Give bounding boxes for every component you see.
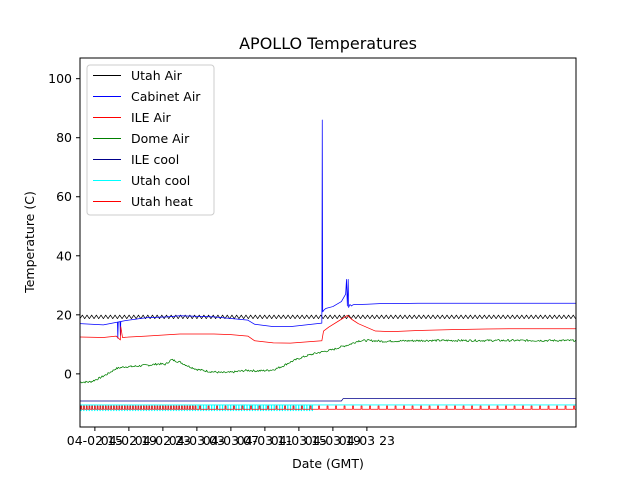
legend: Utah Air Cabinet Air ILE Air Dome Air ILE co… — [86, 64, 215, 216]
legend-label-utah-cool: Utah cool — [131, 173, 190, 188]
x-axis-label: Date (GMT) — [292, 456, 364, 471]
x-tick-label: 04-03 19 — [305, 433, 361, 448]
x-tick-label: 04-03 03 — [169, 433, 225, 448]
x-tick-label: 04-02 15 — [67, 433, 123, 448]
legend-label-ile-air: ILE Air — [131, 110, 172, 125]
y-tick-label: 0 — [64, 366, 72, 381]
x-tick-label: 04-02 23 — [135, 433, 191, 448]
x-tick-label: 04-03 15 — [271, 433, 327, 448]
x-tick-label: 04-03 23 — [339, 433, 395, 448]
series-line-dome-air — [80, 339, 576, 384]
x-tick-label: 04-02 19 — [101, 433, 157, 448]
chart-title: APOLLO Temperatures — [239, 34, 417, 53]
plot-frame — [79, 57, 577, 428]
legend-label-utah-heat: Utah heat — [131, 194, 193, 209]
y-axis-label: Temperature (C) — [22, 191, 37, 294]
series-line-utah-air — [80, 314, 576, 320]
series-layer — [80, 119, 576, 412]
y-axis: 0 20 40 60 80 100 — [48, 71, 80, 381]
y-tick-label: 40 — [56, 248, 72, 263]
series-line-ile-cool — [80, 398, 576, 402]
y-tick-label: 100 — [48, 71, 72, 86]
legend-label-ile-cool: ILE cool — [131, 152, 179, 167]
series-line-cabinet-air — [80, 119, 576, 328]
y-tick-label: 80 — [56, 130, 72, 145]
legend-label-utah-air: Utah Air — [131, 68, 183, 83]
x-tick-label: 04-03 07 — [203, 433, 259, 448]
series-line-utah-heat — [80, 405, 576, 410]
series-line-cabinet-air-dip — [117, 322, 119, 339]
y-tick-label: 20 — [56, 307, 72, 322]
legend-label-dome-air: Dome Air — [131, 131, 190, 146]
x-tick-label: 04-03 11 — [237, 433, 293, 448]
y-tick-label: 60 — [56, 189, 72, 204]
legend-frame — [86, 64, 215, 216]
legend-label-cabinet-air: Cabinet Air — [131, 89, 201, 104]
series-line-ile-air — [80, 315, 576, 344]
